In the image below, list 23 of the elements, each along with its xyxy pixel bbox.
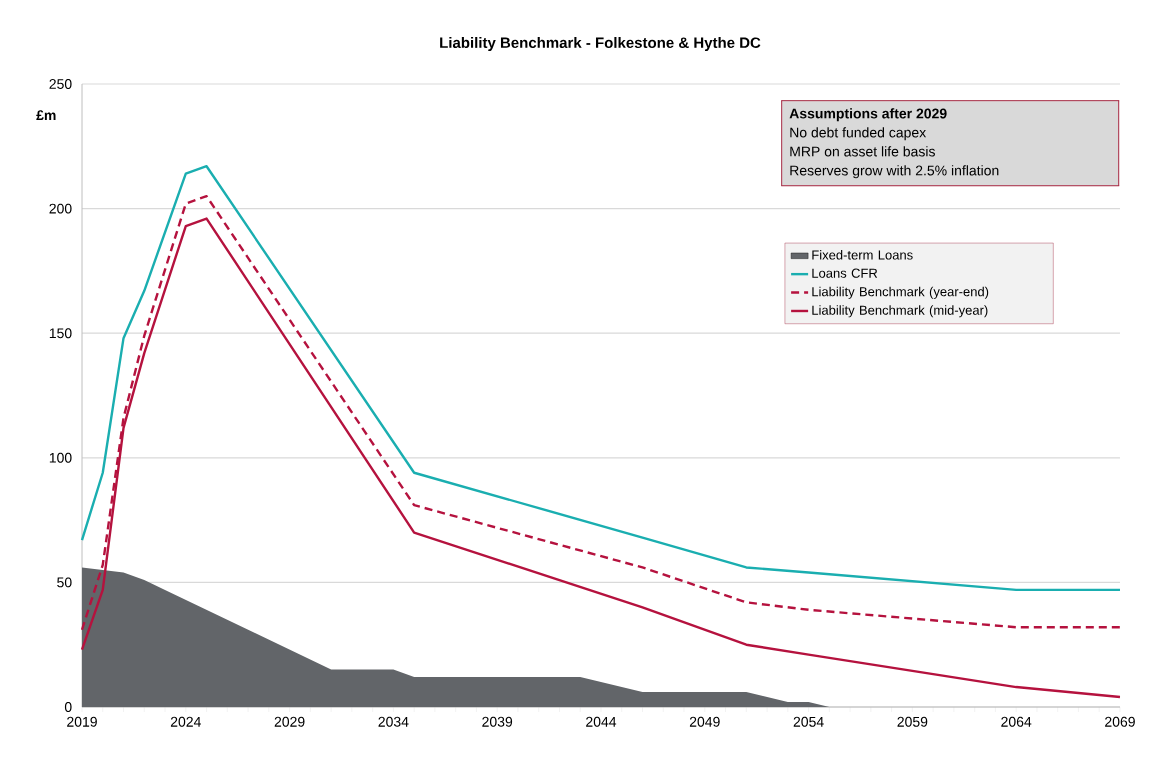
legend-label: Liability Benchmark (mid-year) [812, 305, 988, 318]
x-tick-label: 2029 [274, 716, 305, 727]
x-tick-label: 2064 [1001, 716, 1032, 727]
x-tick-label: 2069 [1105, 716, 1135, 727]
x-tick-label: 2034 [378, 716, 409, 727]
y-tick-label: 200 [49, 203, 72, 214]
x-tick-label: 2019 [67, 716, 97, 727]
y-tick-label: 0 [64, 702, 72, 712]
chart-title: Liability Benchmark - Folkestone & Hythe DC [440, 36, 761, 51]
y-axis-title: £m [36, 110, 56, 121]
x-tick-label: 2044 [586, 716, 617, 727]
y-tick-label: 100 [49, 452, 72, 463]
x-tick-label: 2039 [482, 716, 513, 727]
y-tick-label: 150 [49, 328, 72, 339]
y-tick-label: 50 [57, 577, 72, 588]
legend-label: Loans CFR [812, 268, 878, 278]
y-tick-label: 250 [49, 79, 72, 89]
x-tick-label: 2024 [170, 716, 201, 727]
x-tick-label: 2059 [897, 716, 928, 727]
legend-label: Fixed-term Loans [812, 250, 913, 260]
x-tick-label: 2054 [793, 716, 824, 727]
x-tick-label: 2049 [689, 716, 720, 727]
legend-label: Liability Benchmark (year-end) [812, 286, 989, 299]
